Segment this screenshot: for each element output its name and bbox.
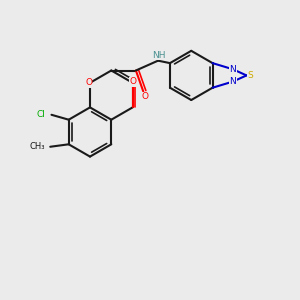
Text: Cl: Cl xyxy=(36,110,45,119)
Text: N: N xyxy=(230,77,236,86)
Text: O: O xyxy=(129,77,136,86)
Text: O: O xyxy=(141,92,148,101)
Text: N: N xyxy=(230,65,236,74)
Text: S: S xyxy=(247,71,253,80)
Text: NH: NH xyxy=(152,51,165,60)
Text: O: O xyxy=(85,78,92,87)
Text: CH₃: CH₃ xyxy=(29,142,45,151)
